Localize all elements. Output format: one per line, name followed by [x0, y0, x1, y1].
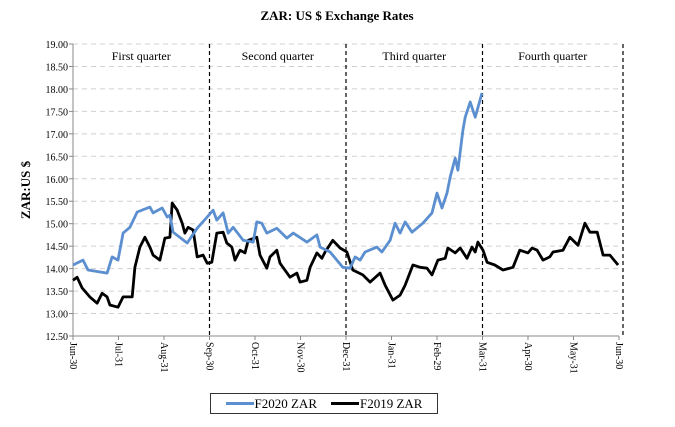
legend-label-f2020: F2020 ZAR	[254, 395, 317, 411]
legend-swatch-f2019	[331, 402, 359, 405]
legend-swatch-f2020	[225, 402, 254, 405]
y-tick-label: 18.00	[46, 85, 69, 96]
x-tick-label: Mar-31	[477, 342, 488, 372]
x-tick-label: Jun-30	[67, 342, 78, 369]
y-tick-label: 16.50	[46, 152, 69, 163]
y-axis-label: ZAR:US $	[18, 160, 33, 219]
x-tick-label: Dec-31	[340, 342, 351, 371]
x-tick-label: Jul-31	[113, 342, 124, 367]
quarter-label: Fourth quarter	[518, 49, 587, 63]
quarter-label: Second quarter	[242, 49, 314, 63]
y-tick-label: 19.00	[46, 40, 69, 51]
series-line-f2019-zar	[72, 201, 620, 309]
x-tick-label: May-31	[568, 342, 579, 374]
y-tick-label: 13.00	[46, 310, 69, 321]
y-tick-label: 14.00	[46, 265, 69, 276]
x-tick-label: Aug-31	[158, 342, 169, 373]
y-tick-label: 14.50	[46, 242, 69, 253]
x-tick-label: Jun-30	[613, 342, 624, 369]
quarter-label: First quarter	[112, 49, 171, 63]
legend: F2020 ZAR F2019 ZAR	[210, 393, 438, 414]
y-tick-label: 13.50	[46, 287, 69, 298]
y-tick-label: 18.50	[46, 62, 69, 73]
chart-title: ZAR: US $ Exchange Rates	[260, 8, 413, 23]
axes: 12.50 13.00 13.50 14.00 14.50 15.00 15.50 16.00…	[46, 40, 625, 374]
x-tick-label: Feb-29	[431, 342, 442, 370]
y-tick-label: 15.50	[46, 197, 69, 208]
y-tick-label: 17.00	[46, 130, 69, 141]
quarter-dividers: First quarter Second quarter Third quarter…	[112, 44, 624, 336]
quarter-label: Third quarter	[382, 49, 446, 63]
x-tick-label: Apr-30	[522, 342, 533, 371]
legend-item-f2020: F2020 ZAR	[225, 395, 317, 412]
x-tick-label: Sep-30	[204, 342, 215, 370]
y-tick-label: 17.50	[46, 107, 69, 118]
series-line-f2020-zar	[72, 92, 484, 275]
series-lines	[72, 92, 620, 309]
y-tick-label: 16.00	[46, 175, 69, 186]
y-tick-label: 15.00	[46, 220, 69, 231]
x-tick-label: Nov-30	[295, 342, 306, 373]
legend-item-f2019: F2019 ZAR	[331, 396, 422, 412]
x-tick-label: Oct-31	[249, 342, 260, 370]
y-tick-label: 12.50	[46, 332, 69, 343]
x-tick-label: Jan-31	[386, 342, 397, 369]
legend-label-f2019: F2019 ZAR	[360, 395, 423, 411]
